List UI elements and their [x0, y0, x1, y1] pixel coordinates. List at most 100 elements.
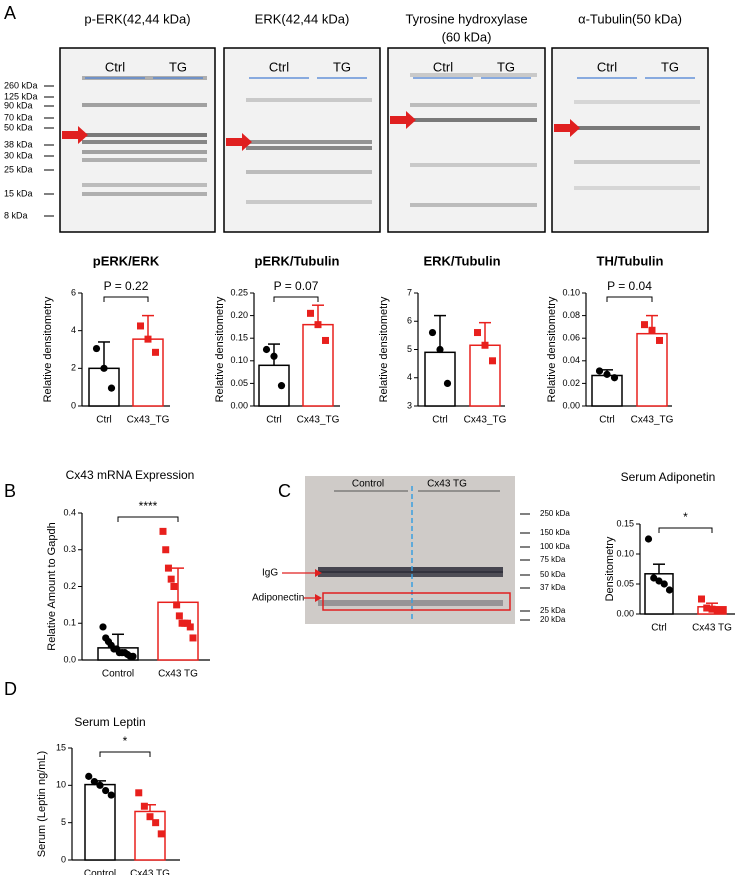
data-point — [90, 778, 98, 786]
data-point — [144, 335, 152, 343]
x-tick-label: Ctrl — [432, 415, 448, 426]
bar — [469, 344, 501, 407]
y-tick-label: 0.25 — [230, 287, 248, 297]
chart-title: Serum Leptin — [74, 715, 145, 729]
y-tick-label: 0.02 — [562, 378, 580, 388]
significance-bracket — [103, 296, 149, 302]
significance-bracket — [117, 516, 179, 522]
group-label: Ctrl — [269, 59, 289, 74]
data-point — [184, 619, 192, 627]
blot-band — [246, 140, 372, 144]
blot-band — [82, 103, 207, 107]
y-tick-label: 0.04 — [562, 355, 580, 365]
y-tick-label: 0 — [61, 854, 66, 864]
blot-band — [410, 103, 537, 107]
blot-band — [410, 118, 537, 122]
blot-title: (60 kDa) — [442, 29, 492, 44]
group-label: Cx43 TG — [427, 479, 467, 490]
highlight-box — [322, 592, 511, 611]
data-point — [146, 813, 154, 821]
data-point — [443, 379, 452, 387]
data-point — [489, 357, 496, 365]
data-point — [99, 623, 107, 631]
marker-label: 150 kDa — [540, 528, 570, 537]
marker-label: 25 kDa — [540, 606, 566, 615]
chart-title: Cx43 mRNA Expression — [66, 468, 195, 482]
group-label: TG — [661, 59, 679, 74]
data-point — [135, 789, 143, 797]
band-label: IgG — [262, 568, 278, 579]
blot-image — [223, 47, 381, 233]
blot-title: p-ERK(42,44 kDa) — [84, 11, 190, 26]
y-tick-label: 0.05 — [230, 378, 248, 388]
x-tick-label: Cx43_TG — [297, 415, 340, 426]
y-tick-label: 15 — [56, 742, 66, 752]
y-tick-label: 0.15 — [230, 333, 248, 343]
marker-label: 30 kDa — [4, 150, 33, 160]
group-label: Ctrl — [433, 59, 453, 74]
data-point — [96, 781, 104, 789]
group-label: TG — [333, 59, 351, 74]
data-point — [648, 326, 656, 334]
data-point — [436, 345, 444, 354]
significance-label: * — [683, 510, 688, 524]
x-tick-label: Ctrl — [651, 623, 667, 634]
data-point — [92, 344, 101, 353]
data-point — [159, 527, 167, 535]
data-point — [665, 586, 674, 594]
data-point — [660, 580, 668, 588]
y-tick-label: 0.10 — [616, 548, 634, 558]
data-point — [322, 336, 329, 344]
blot-band — [318, 600, 503, 606]
group-label: Ctrl — [105, 59, 125, 74]
significance-label: **** — [139, 499, 158, 513]
data-point — [595, 367, 604, 375]
bar — [157, 601, 199, 661]
chart-title: pERK/ERK — [93, 253, 160, 268]
marker-label: 260 kDa — [4, 80, 38, 90]
data-point — [481, 341, 489, 349]
blot-band — [246, 146, 372, 150]
significance-bracket — [99, 751, 151, 757]
arrow — [226, 133, 252, 151]
y-tick-label: 0.3 — [63, 544, 76, 554]
data-point — [137, 322, 144, 330]
data-point — [641, 321, 648, 329]
y-tick-label: 0 — [71, 400, 76, 410]
data-point — [157, 830, 165, 838]
marker-label: 25 kDa — [4, 164, 33, 174]
blot-band — [82, 133, 207, 137]
x-tick-label: Control — [102, 669, 134, 680]
band-arrow-head — [315, 594, 322, 602]
marker-label: 70 kDa — [4, 112, 33, 122]
band-label: Adiponectin — [252, 593, 304, 604]
marker-label: 125 kDa — [4, 91, 38, 101]
y-axis-label: Serum (Leptin ng/mL) — [36, 751, 48, 857]
data-point — [698, 595, 705, 603]
blot-band — [82, 140, 207, 144]
marker-label: 37 kDa — [540, 583, 566, 592]
data-point — [650, 574, 658, 582]
chart-title: TH/Tubulin — [597, 253, 664, 268]
blot-band — [318, 567, 503, 573]
marker-label: 90 kDa — [4, 100, 33, 110]
blot-band — [82, 150, 207, 154]
data-point — [152, 819, 160, 827]
y-tick-label: 0.20 — [230, 310, 248, 320]
data-point — [708, 605, 716, 613]
arrow — [62, 126, 88, 144]
significance-bracket — [273, 296, 319, 302]
blot-band — [574, 160, 700, 164]
blot-band — [82, 158, 207, 162]
bar — [636, 332, 668, 407]
data-point — [107, 791, 115, 799]
data-point — [713, 607, 721, 615]
chart-title: ERK/Tubulin — [423, 253, 500, 268]
data-point — [270, 352, 278, 360]
group-label: TG — [169, 59, 187, 74]
data-point — [173, 601, 181, 609]
panel-label: B — [4, 481, 16, 501]
chart-title: Serum Adiponetin — [621, 470, 716, 484]
group-label: Control — [352, 479, 384, 490]
